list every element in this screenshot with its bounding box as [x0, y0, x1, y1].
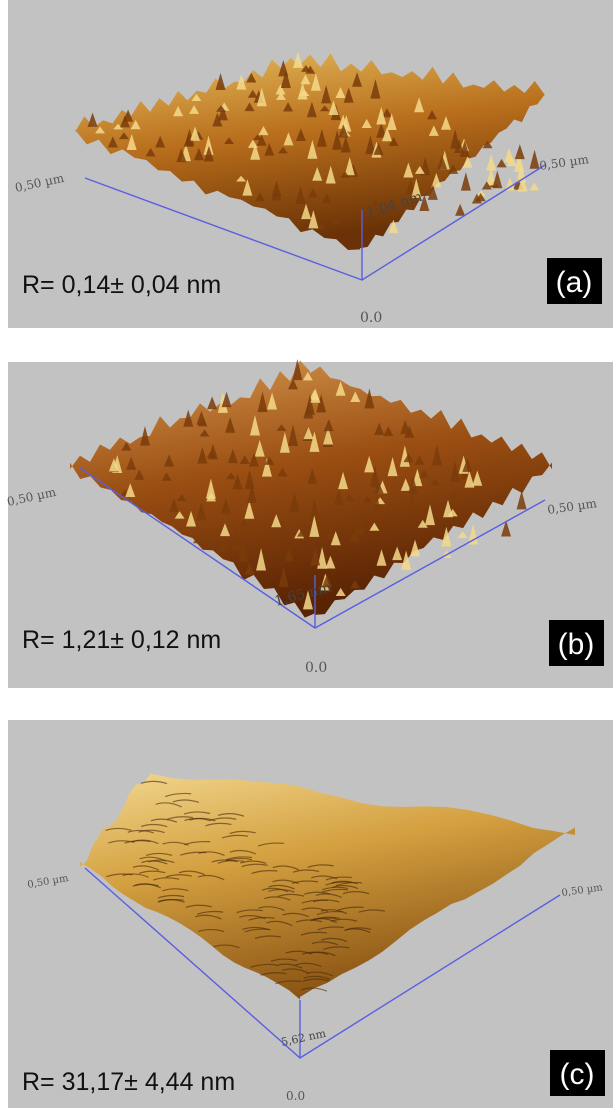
- panel-tag: (b): [558, 628, 595, 661]
- origin-label: 0.0: [305, 660, 327, 676]
- panel-tag: (a): [556, 266, 593, 299]
- roughness: R= 31,17± 4,44 nm: [22, 1068, 235, 1096]
- roughness: R= 0,14± 0,04 nm: [22, 271, 221, 299]
- roughness: R= 1,21± 0,12 nm: [22, 626, 221, 654]
- origin-label: 0.0: [286, 1089, 305, 1103]
- figure: 0,50 µm 0,50 µm 1,04 nm 0.0 R= 0,14± 0,0…: [0, 0, 613, 1108]
- panel-tag: (c): [560, 1058, 595, 1091]
- origin-label: 0.0: [360, 310, 382, 326]
